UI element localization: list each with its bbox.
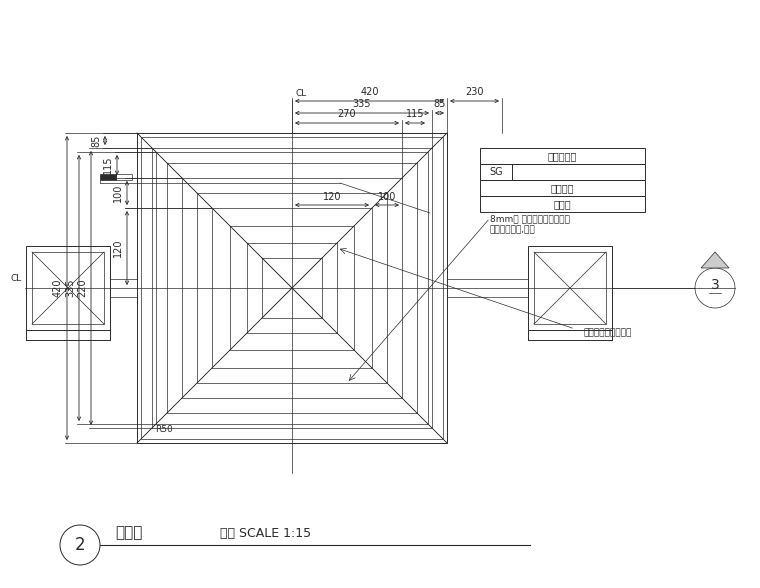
Bar	[247, 243, 337, 333]
Bar	[480, 196, 645, 212]
Text: 335: 335	[353, 99, 371, 109]
Bar	[167, 163, 417, 413]
Text: CL: CL	[11, 274, 22, 283]
Bar	[182, 178, 402, 398]
Text: 115: 115	[406, 109, 424, 119]
Bar	[480, 180, 645, 196]
Bar	[32, 252, 104, 324]
Text: 85: 85	[91, 134, 101, 146]
Polygon shape	[701, 252, 729, 268]
Bar	[152, 148, 432, 428]
Text: 黄金面: 黄金面	[554, 199, 572, 209]
Text: 335: 335	[65, 279, 75, 298]
Text: 270: 270	[337, 109, 356, 119]
Text: 按尺寸切割: 按尺寸切割	[548, 151, 577, 161]
Bar	[116, 174, 132, 180]
Bar	[197, 193, 387, 383]
Text: 120: 120	[113, 239, 123, 258]
Bar	[26, 246, 110, 330]
Bar	[480, 148, 645, 164]
Text: 100: 100	[378, 192, 396, 202]
Text: 细蒙授面: 细蒙授面	[551, 183, 575, 193]
Text: 230: 230	[465, 87, 484, 97]
Text: 85: 85	[433, 99, 445, 109]
Text: SG: SG	[489, 167, 503, 177]
Text: 100: 100	[113, 184, 123, 202]
Text: R50: R50	[155, 425, 173, 433]
Text: 420: 420	[53, 279, 63, 298]
Text: 115: 115	[103, 156, 113, 174]
Bar	[100, 174, 116, 180]
Bar	[534, 252, 606, 324]
Text: 220: 220	[77, 279, 87, 298]
Text: 8mm厚 热镀锡防腔处理方通: 8mm厚 热镀锡防腔处理方通	[490, 214, 570, 223]
Bar	[528, 246, 612, 330]
Bar	[141, 137, 443, 439]
Text: 静电粉末嚙涂,黑色: 静电粉末嚙涂,黑色	[490, 225, 536, 234]
Bar	[262, 258, 322, 318]
Text: 420: 420	[360, 87, 378, 97]
Bar	[156, 152, 428, 424]
Bar	[480, 164, 645, 180]
Text: 灯具由专业厂家提供: 灯具由专业厂家提供	[583, 329, 632, 338]
Bar	[212, 208, 372, 368]
Text: 2: 2	[74, 536, 85, 554]
Text: 比例 SCALE 1:15: 比例 SCALE 1:15	[220, 527, 311, 540]
Text: CL: CL	[295, 89, 306, 98]
Bar	[230, 226, 354, 350]
Bar	[137, 133, 447, 443]
Text: 平面图: 平面图	[115, 525, 142, 540]
Text: 120: 120	[323, 192, 341, 202]
Text: 3: 3	[711, 278, 720, 292]
